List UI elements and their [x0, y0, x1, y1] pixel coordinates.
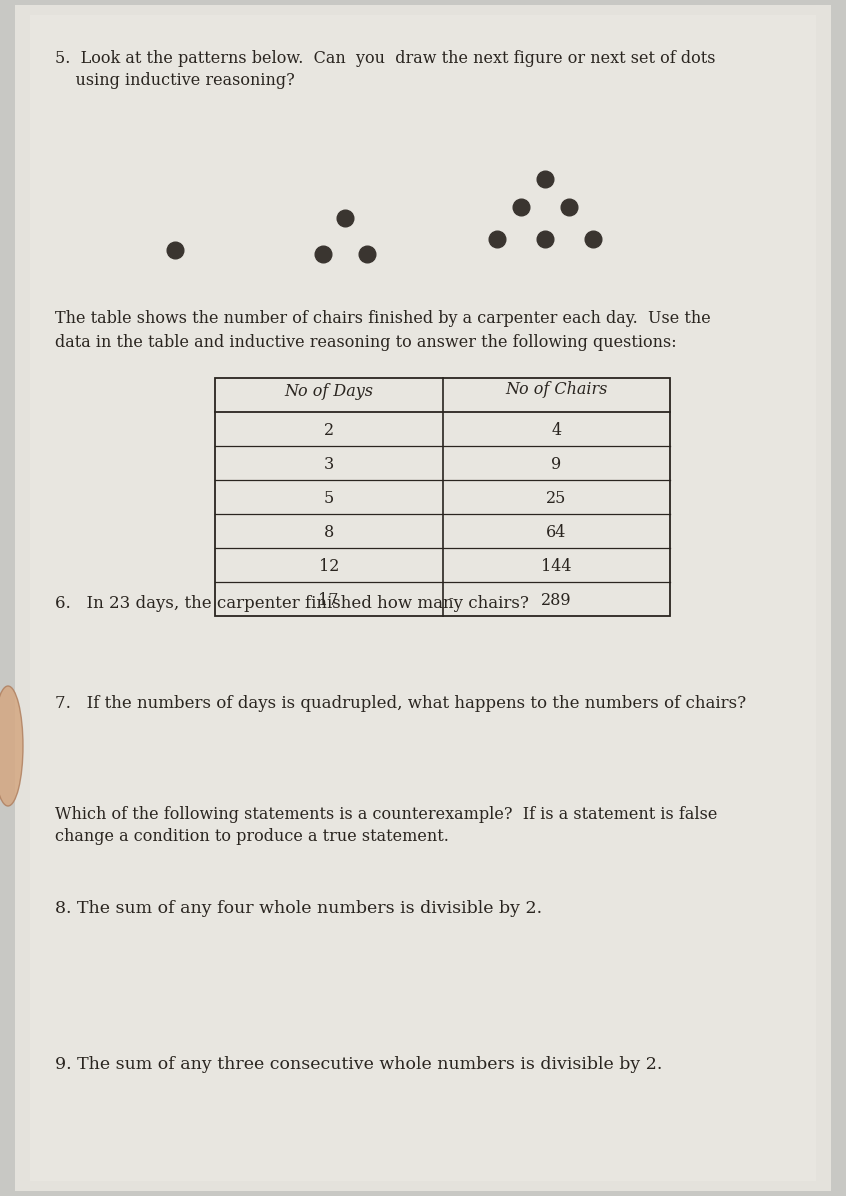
- Text: change a condition to produce a true statement.: change a condition to produce a true sta…: [55, 828, 449, 846]
- Text: using inductive reasoning?: using inductive reasoning?: [55, 72, 294, 89]
- Text: 5: 5: [324, 490, 334, 507]
- Ellipse shape: [0, 687, 23, 806]
- Text: No of Days: No of Days: [284, 383, 373, 399]
- Text: No of Chairs: No of Chairs: [505, 382, 607, 398]
- Text: 17: 17: [318, 592, 339, 609]
- Text: 7.   If the numbers of days is quadrupled, what happens to the numbers of chairs: 7. If the numbers of days is quadrupled,…: [55, 695, 746, 712]
- Text: 6.   In 23 days, the carpenter finished how many chairs?: 6. In 23 days, the carpenter finished ho…: [55, 594, 529, 612]
- Text: 144: 144: [541, 559, 572, 575]
- Text: 2: 2: [324, 422, 334, 439]
- Text: The table shows the number of chairs finished by a carpenter each day.  Use the: The table shows the number of chairs fin…: [55, 310, 711, 327]
- Text: 289: 289: [541, 592, 572, 609]
- Text: 64: 64: [546, 524, 567, 541]
- Text: 4: 4: [552, 422, 561, 439]
- Text: 9: 9: [551, 456, 562, 472]
- Bar: [215, 378, 670, 616]
- Text: 5.  Look at the patterns below.  Can  you  draw the next figure or next set of d: 5. Look at the patterns below. Can you d…: [55, 50, 716, 67]
- Text: 8. The sum of any four whole numbers is divisible by 2.: 8. The sum of any four whole numbers is …: [55, 901, 542, 917]
- Text: 3: 3: [324, 456, 334, 472]
- Text: Which of the following statements is a counterexample?  If is a statement is fal: Which of the following statements is a c…: [55, 806, 717, 823]
- Text: 9. The sum of any three consecutive whole numbers is divisible by 2.: 9. The sum of any three consecutive whol…: [55, 1056, 662, 1073]
- Text: 25: 25: [546, 490, 567, 507]
- Text: -: -: [448, 592, 453, 606]
- Text: 8: 8: [324, 524, 334, 541]
- Text: data in the table and inductive reasoning to answer the following questions:: data in the table and inductive reasonin…: [55, 334, 677, 350]
- Text: 12: 12: [319, 559, 339, 575]
